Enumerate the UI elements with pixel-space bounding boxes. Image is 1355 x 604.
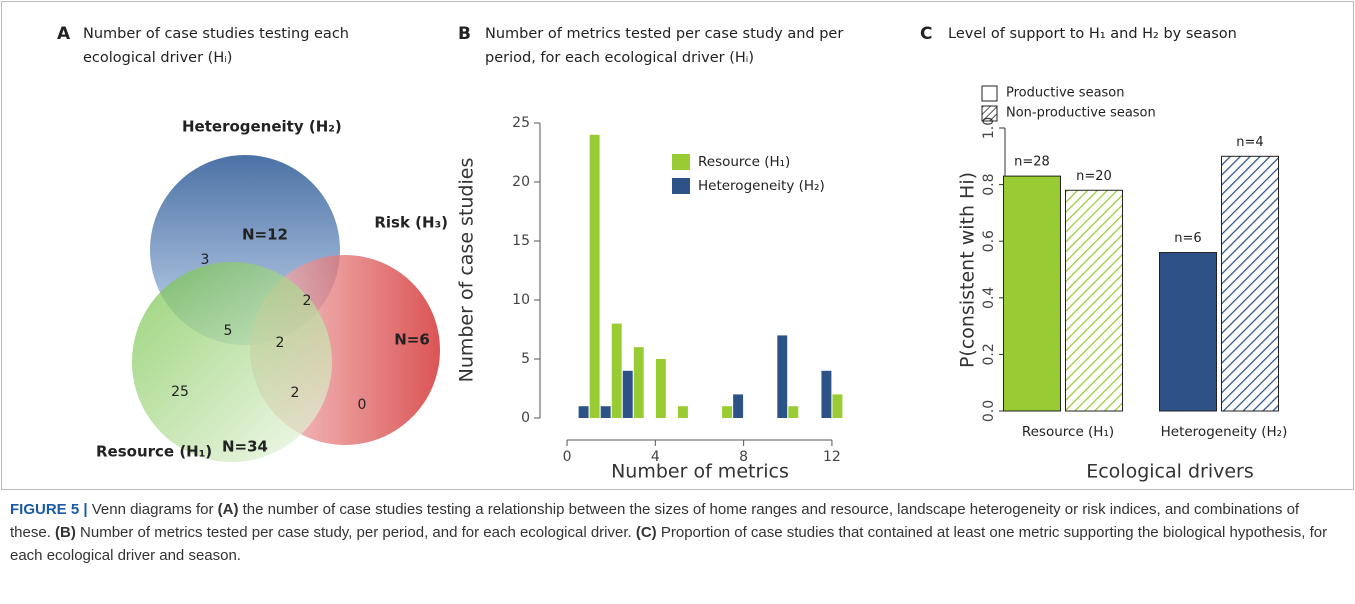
y-tick-label: 1.0 xyxy=(981,117,997,139)
region-count: 25 xyxy=(171,384,189,400)
legend-swatch xyxy=(672,178,690,194)
caption-text: (B) xyxy=(55,524,76,541)
y-tick-label: 5 xyxy=(521,351,530,367)
legend-swatch xyxy=(672,154,690,170)
legend-swatch xyxy=(981,85,998,102)
x-tick-label: 4 xyxy=(651,449,660,465)
caption-text: the number of case studies testing a rel… xyxy=(10,501,1300,541)
legend-label: Non-productive season xyxy=(1006,106,1156,121)
legend-label: Productive season xyxy=(1006,86,1125,101)
bar-annotation: n=20 xyxy=(1076,169,1112,184)
y-axis-title: P(consistent with Hi) xyxy=(957,172,979,368)
y-tick-label: 0.0 xyxy=(981,400,997,422)
legend-label: Heterogeneity (H₂) xyxy=(698,178,825,194)
caption-text: (C) xyxy=(635,524,657,541)
y-tick-label: 0.4 xyxy=(981,287,997,309)
set-name: Resource (H₁) xyxy=(96,443,212,461)
bar xyxy=(1003,175,1061,412)
frame xyxy=(1,1,1354,490)
legend-label: Resource (H₁) xyxy=(698,154,790,170)
bar-annotation: n=6 xyxy=(1174,231,1201,246)
x-tick-label: 0 xyxy=(563,449,572,465)
bar xyxy=(733,394,744,418)
caption-text: Proportion of case studies that containe… xyxy=(10,524,1328,564)
panel-label: B xyxy=(458,24,471,44)
panel-title: Number of metrics tested per case study … xyxy=(485,26,843,42)
bar xyxy=(611,323,622,418)
bar xyxy=(832,394,843,418)
caption-text: (A) xyxy=(217,501,239,518)
x-tick-label: Heterogeneity (H₂) xyxy=(1161,424,1288,440)
region-count: 2 xyxy=(276,335,285,351)
bar xyxy=(655,359,666,418)
set-name: Risk (H₃) xyxy=(374,214,448,232)
panel-label: A xyxy=(57,24,71,44)
region-count: 2 xyxy=(291,385,300,401)
y-tick-label: 20 xyxy=(512,174,530,190)
bar xyxy=(821,370,832,418)
y-tick-label: 0.8 xyxy=(981,173,997,195)
bar xyxy=(777,335,788,418)
x-tick-label: 12 xyxy=(823,449,841,465)
caption-text: Venn diagrams for xyxy=(87,501,218,518)
bar xyxy=(600,406,611,418)
panel-title: Level of support to H₁ and H₂ by season xyxy=(948,26,1237,42)
venn xyxy=(132,155,440,462)
caption: FIGURE 5 | Venn diagrams for (A) the num… xyxy=(10,498,1340,567)
set-name: Heterogeneity (H₂) xyxy=(182,118,342,136)
y-tick-label: 15 xyxy=(512,233,530,249)
caption-text: Number of metrics tested per case study,… xyxy=(75,524,636,541)
bar-annotation: n=4 xyxy=(1236,135,1263,150)
bar xyxy=(1159,252,1217,412)
y-tick-label: 0 xyxy=(521,410,530,426)
caption-text: FIGURE 5 | xyxy=(10,501,88,518)
y-tick-label: 25 xyxy=(512,115,530,131)
bar xyxy=(578,406,589,418)
region-count: 3 xyxy=(201,252,210,268)
set-total: N=6 xyxy=(394,331,430,349)
y-axis-title: Number of case studies xyxy=(456,158,478,383)
region-count: 0 xyxy=(358,397,367,413)
bar xyxy=(633,347,644,418)
set-total: N=34 xyxy=(222,438,268,456)
x-axis-title: Ecological drivers xyxy=(1086,461,1254,483)
set-total: N=12 xyxy=(242,226,288,244)
bar xyxy=(722,406,733,418)
panel-title: Number of case studies testing each xyxy=(83,26,349,42)
y-tick-label: 0.2 xyxy=(981,343,997,365)
venn-circle xyxy=(132,262,332,462)
x-axis-title: Number of metrics xyxy=(611,461,789,483)
panel-title: period, for each ecological driver (Hᵢ) xyxy=(485,50,754,66)
region-count: 5 xyxy=(224,323,233,339)
chart: A Number of case studies testing each ec… xyxy=(1,1,1354,490)
legend-swatch xyxy=(981,105,998,122)
bar xyxy=(622,370,633,418)
x-tick-label: 8 xyxy=(739,449,748,465)
bar xyxy=(1221,155,1279,412)
bar xyxy=(788,406,799,418)
x-tick-label: Resource (H₁) xyxy=(1022,424,1114,440)
bar xyxy=(677,406,688,418)
panel-label: C xyxy=(920,24,932,44)
panel-title: ecological driver (Hᵢ) xyxy=(83,50,232,66)
bar xyxy=(1065,189,1123,412)
y-tick-label: 10 xyxy=(512,292,530,308)
bar-annotation: n=28 xyxy=(1014,155,1050,170)
region-count: 2 xyxy=(303,293,312,309)
y-tick-label: 0.6 xyxy=(981,230,997,252)
bar xyxy=(589,134,600,419)
